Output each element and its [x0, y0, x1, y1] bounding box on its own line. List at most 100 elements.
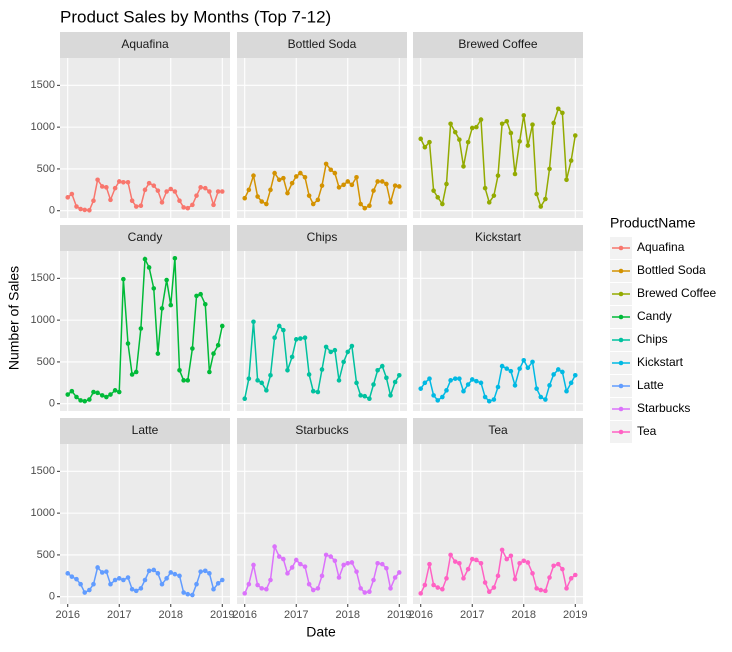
point: [138, 326, 144, 331]
point: [482, 394, 488, 400]
point: [202, 301, 208, 307]
point: [349, 343, 355, 349]
point: [564, 177, 569, 183]
point: [264, 586, 269, 592]
point: [512, 576, 518, 582]
point: [551, 563, 556, 569]
point: [448, 378, 453, 383]
x-tick-label: 2017: [107, 609, 131, 621]
point: [285, 190, 290, 196]
point: [465, 566, 471, 572]
x-tick-label: 2016: [232, 609, 256, 621]
point: [568, 380, 574, 386]
point: [354, 569, 359, 574]
x-tick-label: 2019: [387, 609, 411, 621]
legend-point: [618, 406, 624, 412]
point: [512, 383, 518, 388]
x-tick-label: 2017: [460, 609, 484, 621]
point: [431, 188, 436, 193]
point: [255, 582, 260, 588]
panel: [60, 444, 230, 604]
point: [547, 575, 552, 580]
point: [69, 191, 75, 197]
point: [276, 554, 282, 559]
point: [457, 560, 462, 566]
legend-point: [618, 429, 624, 435]
point: [448, 121, 453, 127]
point: [116, 389, 122, 395]
point: [572, 373, 578, 378]
point: [108, 197, 113, 203]
x-tick-label: 2019: [563, 609, 587, 621]
panel: [237, 251, 407, 411]
point: [521, 357, 527, 363]
point: [142, 187, 148, 193]
point: [82, 590, 88, 595]
legend-point: [618, 337, 624, 343]
point: [129, 198, 135, 203]
point: [104, 394, 109, 400]
point: [517, 366, 522, 371]
point: [491, 193, 497, 198]
point: [74, 204, 79, 209]
point: [384, 181, 389, 187]
point: [538, 587, 544, 593]
point: [341, 562, 346, 568]
point: [91, 581, 96, 587]
point: [431, 582, 436, 588]
point: [164, 189, 169, 194]
point: [332, 347, 338, 353]
panel: [60, 251, 230, 411]
point: [379, 363, 385, 369]
point: [418, 386, 424, 391]
point: [302, 564, 308, 569]
panel: [413, 58, 583, 218]
point: [155, 351, 161, 356]
point: [159, 306, 165, 311]
point: [310, 201, 316, 207]
point: [504, 366, 510, 371]
point: [87, 397, 92, 402]
point: [362, 205, 368, 211]
point: [272, 335, 277, 340]
chart-title: Product Sales by Months (Top 7-12): [60, 7, 331, 26]
point: [207, 189, 212, 194]
point: [452, 559, 458, 564]
x-tick-label: 2016: [408, 609, 432, 621]
point: [435, 398, 441, 403]
point: [534, 386, 539, 391]
point: [69, 574, 75, 579]
point: [568, 576, 574, 581]
point: [108, 392, 113, 397]
point: [379, 561, 385, 567]
point: [190, 346, 195, 351]
point: [146, 265, 152, 270]
point: [168, 186, 174, 192]
point: [181, 378, 186, 383]
point: [289, 565, 295, 570]
facet-label: Starbucks: [295, 423, 348, 437]
point: [448, 552, 453, 558]
point: [302, 335, 308, 340]
point: [129, 586, 135, 592]
point: [349, 560, 355, 565]
point: [474, 124, 479, 130]
point: [332, 558, 338, 564]
panel: [60, 58, 230, 218]
point: [146, 180, 152, 186]
point: [268, 577, 273, 583]
facet-label: Brewed Coffee: [458, 37, 537, 51]
point: [211, 202, 216, 208]
point: [560, 110, 565, 116]
facet-label: Candy: [128, 230, 163, 244]
point: [246, 376, 252, 381]
legend-label: Starbucks: [637, 401, 690, 415]
point: [74, 394, 79, 400]
point: [116, 179, 122, 184]
point: [375, 367, 380, 373]
x-tick-label: 2016: [55, 609, 79, 621]
x-tick-label: 2018: [159, 609, 183, 621]
point: [87, 587, 92, 593]
point: [202, 185, 208, 191]
facet-label: Kickstart: [475, 230, 522, 244]
